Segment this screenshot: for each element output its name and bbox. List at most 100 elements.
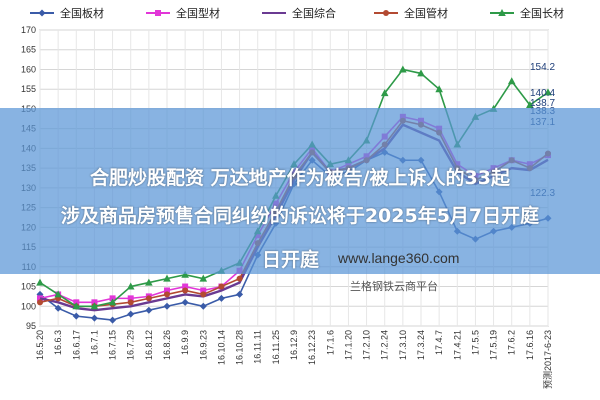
data-point <box>126 282 135 290</box>
y-tick-label: 165 <box>21 45 36 55</box>
data-point <box>544 88 552 96</box>
data-point <box>435 85 443 93</box>
data-point <box>108 298 117 306</box>
legend-label: 全国长材 <box>520 6 564 20</box>
x-tick-label: 17.1.20 <box>343 330 353 360</box>
x-tick-label: 16.9.9 <box>180 330 190 355</box>
data-point <box>199 302 207 310</box>
y-tick-label: 170 <box>21 25 36 35</box>
x-tick-label: 16.10.14 <box>216 330 226 365</box>
data-point <box>236 275 243 282</box>
x-tick-label: 17.6.16 <box>525 330 535 360</box>
x-tick-label: 16.9.23 <box>198 330 208 360</box>
data-point <box>54 304 62 312</box>
x-tick-label: 16.12.9 <box>289 330 299 360</box>
legend-item: 全国板材 <box>30 6 104 20</box>
x-tick-label: 16.5.20 <box>35 330 45 360</box>
watermark-url: www.lange360.com <box>338 250 460 266</box>
data-point <box>109 316 117 324</box>
data-point <box>127 295 134 302</box>
x-tick-label: 16.8.12 <box>144 330 154 360</box>
data-point <box>507 77 516 85</box>
y-tick-label: 95 <box>26 321 36 331</box>
data-point <box>163 274 171 282</box>
data-point <box>72 302 81 310</box>
x-tick-label: 17.4.7 <box>434 330 444 355</box>
data-point <box>54 290 62 298</box>
x-tick-label: 预测2017-6-23 <box>543 330 553 389</box>
x-tick-label: 16.11.25 <box>271 330 281 364</box>
data-point <box>145 306 153 314</box>
x-tick-label: 17.1.6 <box>325 330 335 355</box>
x-tick-label: 16.10.28 <box>235 330 245 365</box>
data-point <box>155 10 161 16</box>
data-point <box>37 299 43 306</box>
data-point <box>498 9 506 16</box>
x-tick-label: 17.2.10 <box>362 330 372 360</box>
x-tick-label: 17.3.10 <box>398 330 408 360</box>
y-tick-label: 100 <box>21 301 36 311</box>
y-tick-label: 155 <box>21 84 36 94</box>
legend-item: 全国管材 <box>374 6 448 20</box>
end-value-label: 140.4 <box>530 88 555 99</box>
data-point <box>383 10 389 16</box>
y-tick-label: 160 <box>21 64 36 74</box>
headline-line-3: 日开庭 <box>262 249 320 271</box>
legend-label: 全国型材 <box>176 6 220 20</box>
data-point <box>164 287 170 294</box>
legend-item: 全国长材 <box>490 6 564 20</box>
x-tick-label: 16.6.3 <box>53 330 63 355</box>
x-tick-label: 16.11.11 <box>253 330 263 364</box>
data-point <box>90 314 98 322</box>
data-point <box>145 295 152 302</box>
legend: 全国板材 全国型材 全国综合 全国管材 全国长材 <box>30 6 564 20</box>
headline-banner <box>0 108 600 274</box>
data-point <box>182 287 189 294</box>
x-tick-label: 16.6.17 <box>71 330 81 360</box>
data-point <box>164 291 170 298</box>
data-point <box>200 291 207 298</box>
legend-item: 全国型材 <box>146 6 220 20</box>
legend-label: 全国管材 <box>404 6 448 20</box>
data-point <box>127 299 134 306</box>
data-point <box>181 270 189 278</box>
data-point <box>72 312 80 320</box>
legend-item: 全国综合 <box>262 6 336 20</box>
x-tick-label: 16.7.15 <box>108 330 118 360</box>
data-point <box>200 287 207 294</box>
headline-line-2: 涉及商品房预售合同纠纷的诉讼将于2025年5月7日开庭 <box>60 205 540 227</box>
legend-label: 全国综合 <box>292 6 336 20</box>
legend-label: 全国板材 <box>60 6 104 20</box>
x-tick-label: 16.7.1 <box>89 330 99 355</box>
x-tick-label: 17.3.24 <box>416 330 426 360</box>
end-value-label: 138.7 <box>530 98 555 109</box>
x-tick-label: 16.12.23 <box>307 330 317 365</box>
y-tick-label: 105 <box>21 282 36 292</box>
x-tick-label: 17.5.5 <box>470 330 480 355</box>
end-value-label: 154.2 <box>530 62 555 73</box>
data-point <box>399 65 407 73</box>
data-point <box>127 310 135 318</box>
x-tick-label: 17.2.24 <box>380 330 390 360</box>
data-point <box>218 283 225 290</box>
x-tick-label: 17.6.2 <box>507 330 517 355</box>
data-point <box>199 274 208 282</box>
data-point <box>38 9 46 17</box>
x-tick-label: 17.5.19 <box>489 330 499 360</box>
data-point <box>217 294 225 302</box>
x-tick-label: 16.8.26 <box>162 330 172 360</box>
data-point <box>236 290 244 298</box>
data-point <box>380 89 389 97</box>
data-point <box>163 302 171 310</box>
data-point <box>182 283 189 290</box>
data-point <box>526 100 534 108</box>
headline-line-1: 合肥炒股配资 万达地产作为被告/被上诉人的33起 <box>90 167 510 189</box>
data-point <box>90 302 99 310</box>
data-point <box>417 69 425 77</box>
x-tick-label: 17.4.21 <box>452 330 462 360</box>
data-point <box>181 298 189 306</box>
data-point <box>36 278 44 286</box>
watermark-brand: 兰格钢铁云商平台 <box>350 280 438 293</box>
data-point <box>145 278 153 286</box>
